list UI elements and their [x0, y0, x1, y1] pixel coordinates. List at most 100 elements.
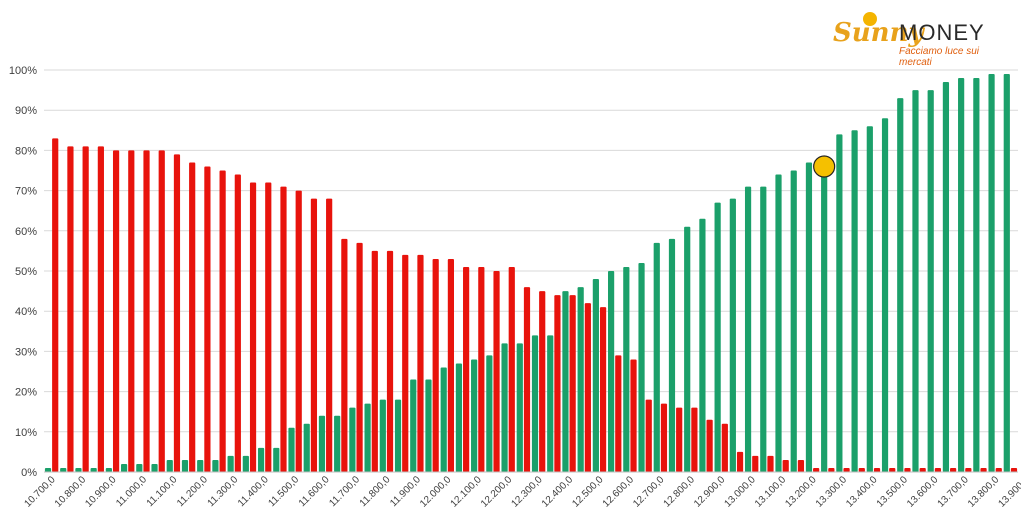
call-bar	[973, 78, 980, 472]
x-tick-label: 13.300,0	[814, 474, 850, 510]
put-bar	[234, 174, 241, 472]
call-bar	[410, 379, 417, 472]
y-tick-label: 80%	[15, 145, 37, 157]
x-tick-label: 13.700,0	[936, 474, 972, 510]
call-bar	[638, 262, 645, 472]
x-tick-label: 12.700,0	[631, 474, 667, 510]
put-bar	[782, 459, 789, 472]
call-bar	[471, 359, 478, 472]
call-bar	[608, 271, 615, 472]
put-bar	[508, 266, 515, 472]
call-bar	[105, 467, 112, 472]
call-bar	[744, 186, 752, 472]
current-level-marker	[813, 155, 836, 178]
put-bar	[813, 467, 820, 472]
call-bar	[257, 447, 265, 472]
call-bar	[136, 463, 143, 472]
call-bar	[197, 459, 204, 472]
call-bar	[394, 399, 402, 472]
put-bar	[980, 467, 987, 472]
put-bar	[965, 467, 972, 472]
put-bar	[432, 258, 439, 472]
put-bar	[797, 459, 805, 472]
put-bar	[219, 170, 226, 472]
put-bar	[630, 359, 637, 472]
call-bar	[151, 463, 158, 472]
x-tick-label: 12.100,0	[449, 474, 485, 510]
put-bar	[280, 186, 287, 472]
put-bar	[995, 467, 1002, 472]
x-tick-label: 10.700,0	[22, 474, 58, 510]
x-tick-label: 12.900,0	[692, 474, 728, 510]
put-bar	[265, 182, 272, 472]
put-bar	[660, 403, 668, 472]
call-bar	[714, 202, 721, 472]
bars	[44, 74, 1018, 473]
x-tick-label: 10.900,0	[83, 474, 119, 510]
put-bar	[478, 266, 485, 472]
x-tick-label: 11.900,0	[388, 474, 423, 509]
call-bar	[75, 467, 82, 472]
x-tick-label: 12.800,0	[662, 474, 698, 510]
y-tick-label: 0%	[21, 467, 37, 479]
x-tick-label: 12.500,0	[570, 474, 606, 510]
call-bar	[379, 399, 386, 472]
logo-brand: Sunny	[833, 18, 924, 48]
put-bar	[341, 238, 348, 472]
put-bar	[904, 467, 911, 472]
put-bar	[645, 399, 652, 472]
put-bar	[97, 146, 104, 472]
call-bar	[684, 226, 691, 472]
call-bar	[516, 343, 523, 472]
marker-layer	[813, 155, 836, 178]
call-bar	[577, 287, 584, 472]
logo-tagline: Facciamo luce sui mercati	[899, 46, 980, 68]
x-tick-label: 11.400,0	[236, 474, 271, 509]
call-bar	[562, 291, 569, 472]
put-bar	[158, 150, 165, 472]
put-bar	[950, 467, 957, 472]
call-bar	[349, 407, 356, 472]
x-tick-label: 13.100,0	[753, 474, 789, 510]
put-bar	[691, 407, 698, 472]
call-bar	[821, 162, 828, 472]
put-bar	[599, 307, 607, 472]
x-tick-label: 13.800,0	[966, 474, 1002, 510]
call-bar	[927, 90, 934, 472]
put-bar	[356, 242, 363, 472]
call-bar	[547, 335, 554, 472]
logo-name: MONEY	[899, 20, 985, 45]
put-bar	[173, 154, 181, 473]
x-axis: 10.700,010.800,010.900,011.000,011.100,0…	[22, 471, 1021, 510]
put-bar	[143, 150, 150, 472]
call-bar	[318, 415, 326, 472]
put-bar	[889, 467, 896, 472]
put-bar	[204, 166, 211, 473]
put-bar	[721, 423, 728, 472]
x-tick-label: 12.400,0	[540, 474, 576, 510]
call-bar	[912, 90, 919, 472]
put-bar	[417, 254, 424, 472]
call-bar	[881, 118, 889, 473]
put-bar	[676, 407, 683, 472]
call-bar	[866, 126, 873, 472]
call-bar	[212, 459, 219, 472]
call-bar	[531, 335, 539, 472]
put-bar	[615, 355, 622, 472]
put-bar	[934, 467, 941, 472]
x-tick-label: 10.800,0	[53, 474, 89, 510]
call-bar	[242, 455, 249, 472]
put-bar	[463, 266, 470, 472]
call-bar	[166, 459, 173, 472]
put-bar	[584, 303, 591, 472]
call-bar	[653, 242, 660, 472]
put-bar	[843, 467, 850, 472]
call-bar	[790, 170, 797, 472]
sun-icon	[863, 12, 877, 26]
call-bar	[334, 415, 341, 472]
x-tick-label: 11.700,0	[327, 474, 362, 509]
call-bar	[988, 74, 995, 473]
call-bar	[942, 82, 950, 472]
call-bar	[90, 467, 97, 472]
call-bar	[668, 238, 676, 472]
